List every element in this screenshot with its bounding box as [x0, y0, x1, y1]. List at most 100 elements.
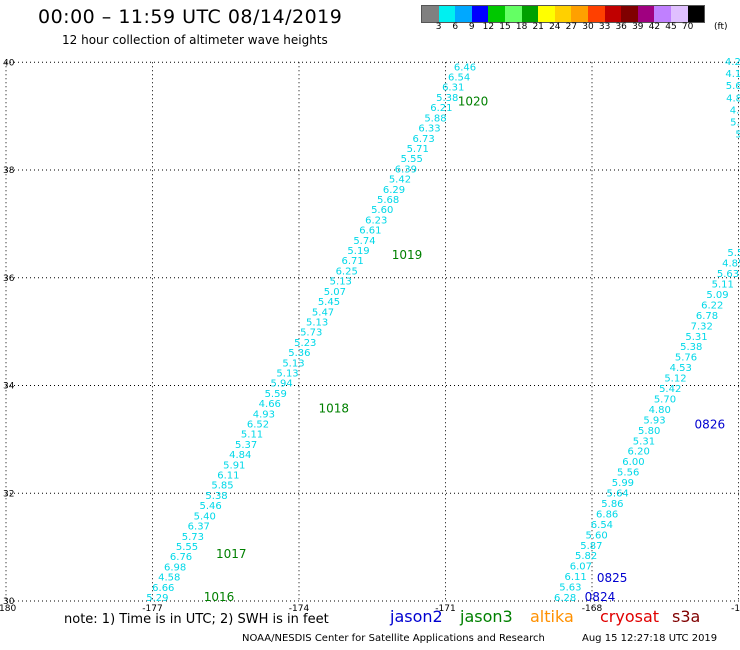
lat-label: 32 [3, 489, 14, 499]
swh-value: 6.86 [596, 509, 618, 520]
swh-value: 5.38 [205, 491, 227, 502]
swh-value: 5.13 [276, 368, 298, 379]
mission-label-jason3: jason3 [460, 607, 513, 626]
color-scale-label: 42 [648, 22, 661, 32]
color-swatch [670, 6, 688, 22]
lon-label: -180 [0, 604, 16, 614]
lat-label: 38 [3, 166, 15, 176]
swh-value: 5.94 [270, 379, 292, 390]
swh-value: 5.46 [199, 501, 221, 512]
swh-value: 7.32 [691, 321, 713, 332]
swh-value: 5.42 [389, 175, 411, 186]
swh-value: 6.66 [152, 583, 174, 594]
swh-value: 4.85 [722, 259, 740, 270]
lat-label: 40 [3, 58, 15, 68]
color-scale-label: 33 [598, 22, 611, 32]
lat-label: 36 [3, 274, 15, 284]
swh-value: 5.36 [288, 348, 310, 359]
swh-value: 6.31 [442, 83, 464, 94]
swh-value: 6.73 [412, 134, 434, 145]
swh-value: 4.80 [649, 405, 671, 416]
swh-value: 6.11 [565, 572, 587, 583]
time-label: 0826 [695, 418, 726, 432]
swh-value: 5.87 [580, 541, 602, 552]
swh-value: 5.73 [300, 328, 322, 339]
swh-value: 4.87 [726, 93, 740, 104]
swh-value: 6.71 [341, 256, 363, 267]
swh-value: 5.82 [575, 551, 597, 562]
color-scale-label: 30 [582, 22, 594, 32]
lat-label: 30 [3, 597, 15, 607]
color-swatch [471, 6, 489, 22]
swh-value: 6.07 [570, 562, 592, 573]
swh-value: 6.25 [336, 266, 358, 277]
lat-label: 34 [3, 382, 15, 392]
color-scale-label: 15 [499, 22, 511, 32]
color-scale-label: 24 [549, 22, 561, 32]
color-swatch [521, 6, 539, 22]
swh-value: 5.13 [306, 317, 328, 328]
swh-value: 5.09 [706, 290, 728, 301]
time-labels: 1016 1017 1018 1019 1020 0824 0825 0826 [204, 94, 725, 604]
color-swatch [488, 6, 505, 22]
swh-value: 4.8 [730, 105, 740, 116]
color-scale-label: 9 [468, 22, 475, 32]
footer-credit: NOAA/NESDIS Center for Satellite Applica… [242, 633, 545, 644]
lon-label: -174 [289, 604, 310, 614]
lon-label: -171 [435, 604, 455, 614]
color-swatch [654, 6, 671, 22]
swh-value: 5.59 [265, 389, 287, 400]
swh-value: 5.11 [241, 430, 263, 441]
color-scale-unit: (ft) [714, 22, 728, 32]
swh-value: 5.47 [312, 307, 334, 318]
swh-value: 5.23 [294, 338, 316, 349]
time-label: 1020 [458, 94, 489, 108]
swh-value: 5.12 [664, 374, 686, 385]
swh-value: 5.99 [612, 478, 634, 489]
time-label: 1019 [392, 248, 423, 262]
swh-value: 6.22 [701, 300, 723, 311]
color-swatch [621, 6, 638, 22]
swh-value: 6.98 [164, 562, 186, 573]
color-scale-label: 27 [565, 22, 578, 32]
color-scale-label: 70 [681, 22, 694, 32]
swh-value: 5.68 [377, 195, 399, 206]
swh-value: 4.53 [670, 363, 692, 374]
swh-value: 5.13 [282, 358, 304, 369]
color-scale-label: 3 [435, 22, 442, 32]
color-swatch [422, 6, 439, 22]
lon-label: -168 [582, 604, 603, 614]
color-swatch [504, 6, 522, 22]
swh-value: 6.21 [430, 103, 452, 114]
altimeter-tracks: 5.296.664.586.986.765.555.736.375.405.46… [146, 57, 740, 604]
swh-value: 6.28 [554, 593, 576, 604]
time-label: 1018 [319, 401, 350, 415]
page-title: 00:00 – 11:59 UTC 08/14/2019 [38, 6, 343, 28]
swh-value: 5.74 [353, 236, 375, 247]
swh-value: 5.31 [633, 436, 655, 447]
footer-timestamp: Aug 15 12:27:18 UTC 2019 [582, 633, 718, 644]
swh-value: 6.54 [591, 520, 613, 531]
swh-value: 6.39 [395, 164, 417, 175]
swh-value: 5.88 [424, 113, 446, 124]
footer-note: note: 1) Time is in UTC; 2) SWH is in fe… [64, 612, 329, 627]
swh-value: 6.11 [217, 471, 239, 482]
swh-value: 4.13 [725, 69, 740, 80]
swh-value: 5.60 [586, 530, 608, 541]
swh-value: 5.19 [347, 246, 369, 257]
color-swatch [571, 6, 588, 22]
swh-value: 4.58 [158, 573, 180, 584]
swh-value: 6.46 [454, 62, 476, 73]
swh-value: 5.38 [436, 93, 458, 104]
lon-label: -16 [731, 604, 740, 614]
swh-value: 5.60 [371, 205, 393, 216]
mission-label-jason2: jason2 [390, 607, 443, 626]
swh-value: 5.85 [211, 481, 233, 492]
color-swatch [587, 6, 605, 22]
swh-value: 6.37 [188, 522, 210, 533]
swh-value: 4.66 [259, 399, 281, 410]
color-scale-label: 39 [632, 22, 644, 32]
swh-value: 5.42 [659, 384, 681, 395]
color-swatch [554, 6, 572, 22]
